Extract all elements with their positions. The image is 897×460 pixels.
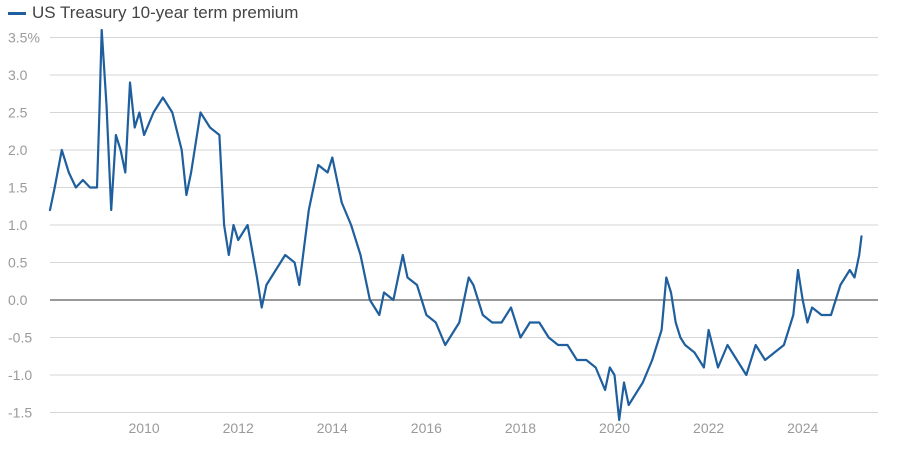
y-tick-label: -0.5 xyxy=(8,330,32,346)
y-tick-label: 3.0 xyxy=(8,67,28,83)
x-tick-label: 2010 xyxy=(129,420,160,436)
y-tick-label: 2.5 xyxy=(8,105,28,121)
y-tick-label: 0.0 xyxy=(8,292,28,308)
chart-legend: US Treasury 10-year term premium xyxy=(8,3,298,23)
legend-label: US Treasury 10-year term premium xyxy=(32,3,299,22)
legend-swatch xyxy=(8,11,26,15)
x-tick-label: 2014 xyxy=(317,420,348,436)
x-tick-label: 2020 xyxy=(599,420,630,436)
x-tick-label: 2024 xyxy=(787,420,818,436)
x-tick-label: 2018 xyxy=(505,420,536,436)
x-tick-label: 2012 xyxy=(223,420,254,436)
x-tick-label: 2016 xyxy=(411,420,442,436)
y-tick-label: 0.5 xyxy=(8,255,28,271)
series-line xyxy=(48,28,863,422)
y-tick-label: 3.5% xyxy=(8,30,40,46)
x-tick-label: 2022 xyxy=(693,420,724,436)
y-tick-label: 1.5 xyxy=(8,180,28,196)
y-tick-label: -1.5 xyxy=(8,405,32,421)
y-tick-label: 2.0 xyxy=(8,142,28,158)
y-tick-label: 1.0 xyxy=(8,217,28,233)
y-tick-label: -1.0 xyxy=(8,367,32,383)
